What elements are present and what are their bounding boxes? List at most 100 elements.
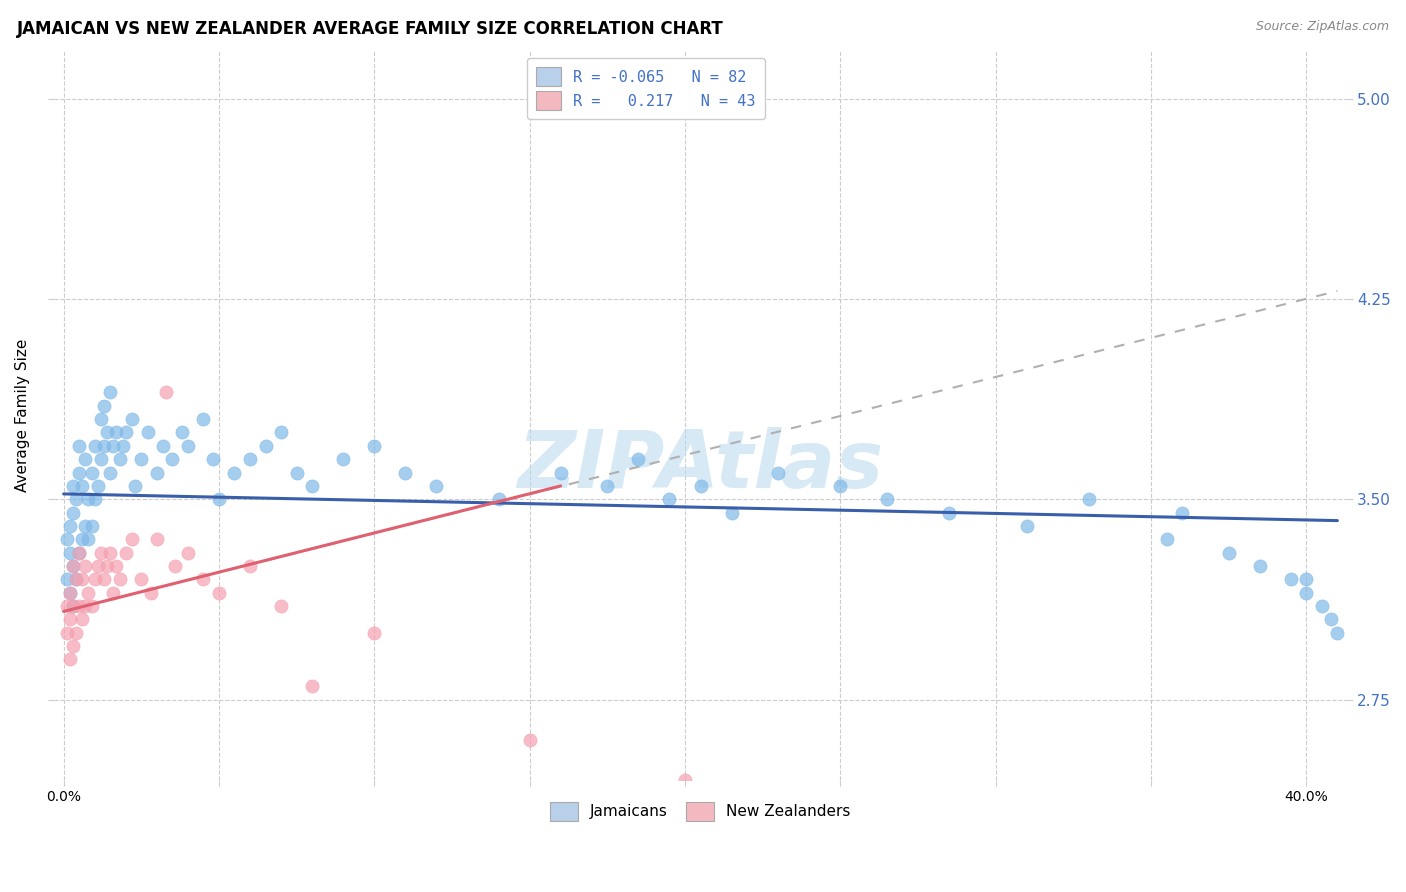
Point <box>208 492 231 507</box>
Point <box>239 559 262 574</box>
Point <box>121 412 143 426</box>
Point <box>270 425 292 440</box>
Point <box>139 585 162 599</box>
Point <box>488 492 510 507</box>
Point <box>301 479 323 493</box>
Point <box>208 585 231 599</box>
Point <box>1156 533 1178 547</box>
Point <box>55 625 77 640</box>
Point <box>114 546 136 560</box>
Point <box>83 572 105 586</box>
Point <box>224 466 246 480</box>
Point <box>72 572 94 586</box>
Point <box>83 439 105 453</box>
Point <box>165 559 187 574</box>
Point <box>83 492 105 507</box>
Point <box>1310 599 1333 613</box>
Point <box>146 533 169 547</box>
Point <box>108 572 131 586</box>
Point <box>136 425 159 440</box>
Point <box>155 385 177 400</box>
Y-axis label: Average Family Size: Average Family Size <box>15 338 30 491</box>
Point <box>55 533 77 547</box>
Point <box>90 452 112 467</box>
Point <box>105 559 128 574</box>
Point <box>87 479 110 493</box>
Point <box>129 452 152 467</box>
Point <box>90 546 112 560</box>
Point <box>87 559 110 574</box>
Point <box>98 546 121 560</box>
Point <box>394 466 416 480</box>
Point <box>830 479 852 493</box>
Point <box>201 452 224 467</box>
Point <box>80 519 103 533</box>
Point <box>77 533 100 547</box>
Point <box>62 479 84 493</box>
Point <box>62 559 84 574</box>
Point <box>67 599 90 613</box>
Point <box>627 452 650 467</box>
Point <box>98 466 121 480</box>
Point <box>124 479 146 493</box>
Point <box>90 412 112 426</box>
Point <box>103 585 125 599</box>
Point <box>80 466 103 480</box>
Point <box>62 599 84 613</box>
Point <box>363 625 385 640</box>
Point <box>1295 572 1317 586</box>
Point <box>55 599 77 613</box>
Point <box>1171 506 1194 520</box>
Point <box>301 679 323 693</box>
Point <box>59 546 82 560</box>
Point <box>152 439 174 453</box>
Point <box>72 612 94 626</box>
Point <box>105 425 128 440</box>
Point <box>111 439 134 453</box>
Point <box>425 479 447 493</box>
Point <box>75 599 97 613</box>
Text: Source: ZipAtlas.com: Source: ZipAtlas.com <box>1256 20 1389 33</box>
Point <box>121 533 143 547</box>
Point <box>162 452 184 467</box>
Point <box>108 452 131 467</box>
Point <box>67 466 90 480</box>
Point <box>77 492 100 507</box>
Point <box>59 612 82 626</box>
Point <box>596 479 619 493</box>
Point <box>80 599 103 613</box>
Point <box>239 452 262 467</box>
Point <box>103 439 125 453</box>
Point <box>96 559 118 574</box>
Point <box>177 546 200 560</box>
Point <box>72 533 94 547</box>
Point <box>67 546 90 560</box>
Point <box>658 492 681 507</box>
Text: JAMAICAN VS NEW ZEALANDER AVERAGE FAMILY SIZE CORRELATION CHART: JAMAICAN VS NEW ZEALANDER AVERAGE FAMILY… <box>17 20 724 37</box>
Point <box>170 425 193 440</box>
Point <box>876 492 898 507</box>
Legend: Jamaicans, New Zealanders: Jamaicans, New Zealanders <box>544 796 856 827</box>
Point <box>59 652 82 666</box>
Point <box>254 439 277 453</box>
Point <box>720 506 742 520</box>
Point <box>93 572 115 586</box>
Point <box>59 585 82 599</box>
Point <box>67 439 90 453</box>
Point <box>77 585 100 599</box>
Point <box>65 492 87 507</box>
Point <box>550 466 572 480</box>
Point <box>62 599 84 613</box>
Point <box>75 519 97 533</box>
Point <box>332 452 354 467</box>
Point <box>673 772 696 787</box>
Point <box>1279 572 1302 586</box>
Point <box>363 439 385 453</box>
Point <box>65 572 87 586</box>
Point <box>129 572 152 586</box>
Point <box>1295 585 1317 599</box>
Point <box>193 572 215 586</box>
Point <box>59 519 82 533</box>
Point <box>177 439 200 453</box>
Point <box>938 506 960 520</box>
